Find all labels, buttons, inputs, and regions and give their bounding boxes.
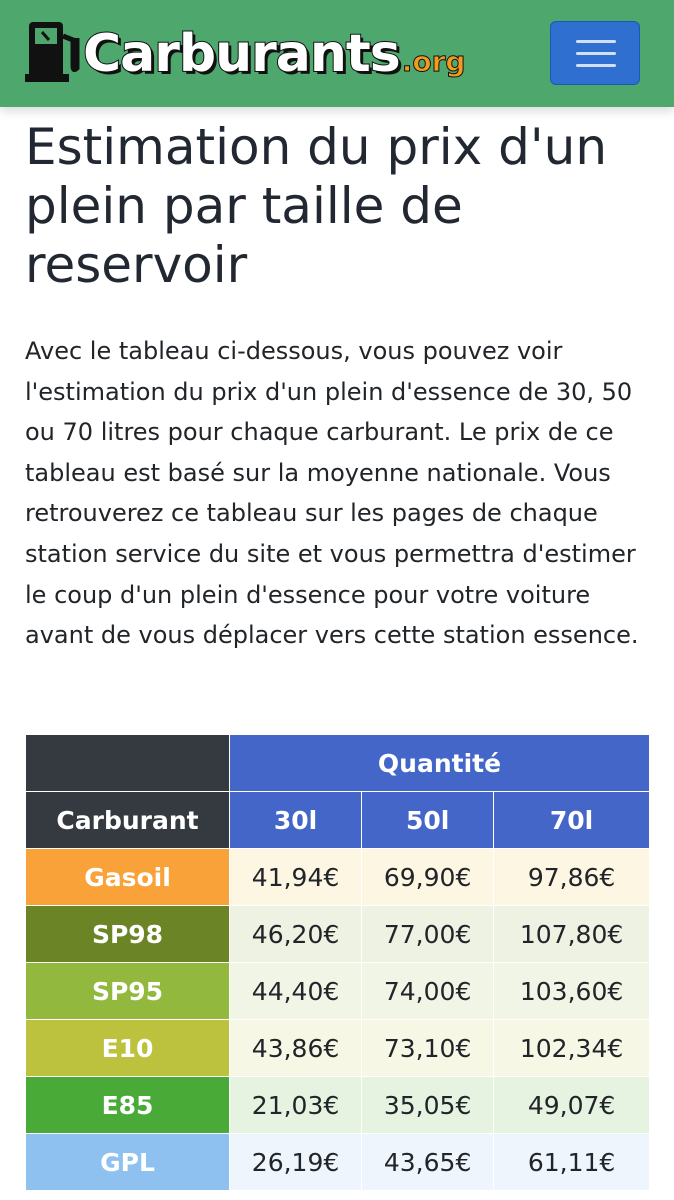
column-header-row: Carburant 30l 50l 70l (25, 791, 650, 849)
column-header: 50l (361, 791, 495, 849)
price-cell: 103,60€ (493, 962, 650, 1020)
fuel-name: GPL (25, 1133, 230, 1191)
logo-suffix: .org (401, 45, 466, 79)
intro-text: Avec le tableau ci-dessous, vous pouvez … (25, 337, 639, 650)
price-cell: 35,05€ (361, 1076, 495, 1134)
price-cell: 73,10€ (361, 1019, 495, 1077)
price-cell: 46,20€ (228, 905, 363, 963)
menu-button[interactable] (550, 21, 640, 85)
price-cell: 61,11€ (493, 1133, 650, 1191)
fuel-name: E85 (25, 1076, 230, 1134)
price-cell: 102,34€ (493, 1019, 650, 1077)
price-cell: 41,94€ (228, 848, 363, 906)
price-cell: 74,00€ (361, 962, 495, 1020)
empty-header (25, 734, 230, 792)
table-row: E85 21,03€ 35,05€ 49,07€ (25, 1076, 650, 1134)
fuel-name: Gasoil (25, 848, 230, 906)
table-row: SP98 46,20€ 77,00€ 107,80€ (25, 905, 650, 963)
price-cell: 21,03€ (228, 1076, 363, 1134)
fuel-name: SP95 (25, 962, 230, 1020)
logo[interactable]: Carburants .org (25, 18, 466, 85)
price-table: Quantité Carburant 30l 50l 70l Gasoil 41,94€… (25, 734, 650, 1191)
fuel-name: SP98 (25, 905, 230, 963)
price-cell: 26,19€ (228, 1133, 363, 1191)
logo-text: Carburants (82, 23, 402, 85)
fuel-name: E10 (25, 1019, 230, 1077)
price-cell: 97,86€ (493, 848, 650, 906)
price-cell: 77,00€ (361, 905, 495, 963)
price-cell: 43,86€ (228, 1019, 363, 1077)
price-cell: 107,80€ (493, 905, 650, 963)
page-title: Estimation du prix d'un plein par taille… (25, 118, 608, 294)
column-header: 30l (228, 791, 363, 849)
table-row: E10 43,86€ 73,10€ 102,34€ (25, 1019, 650, 1077)
table-row: SP95 44,40€ 74,00€ 103,60€ (25, 962, 650, 1020)
navbar: Carburants .org (0, 0, 674, 107)
column-header: Carburant (25, 791, 230, 849)
pump-icon (25, 22, 80, 82)
table-row: Gasoil 41,94€ 69,90€ 97,86€ (25, 848, 650, 906)
price-cell: 69,90€ (361, 848, 495, 906)
price-cell: 43,65€ (361, 1133, 495, 1191)
price-cell: 44,40€ (228, 962, 363, 1020)
price-cell: 49,07€ (493, 1076, 650, 1134)
column-header: 70l (493, 791, 650, 849)
group-header: Quantité (229, 734, 650, 792)
table-row: GPL 26,19€ 43,65€ 61,11€ (25, 1133, 650, 1191)
